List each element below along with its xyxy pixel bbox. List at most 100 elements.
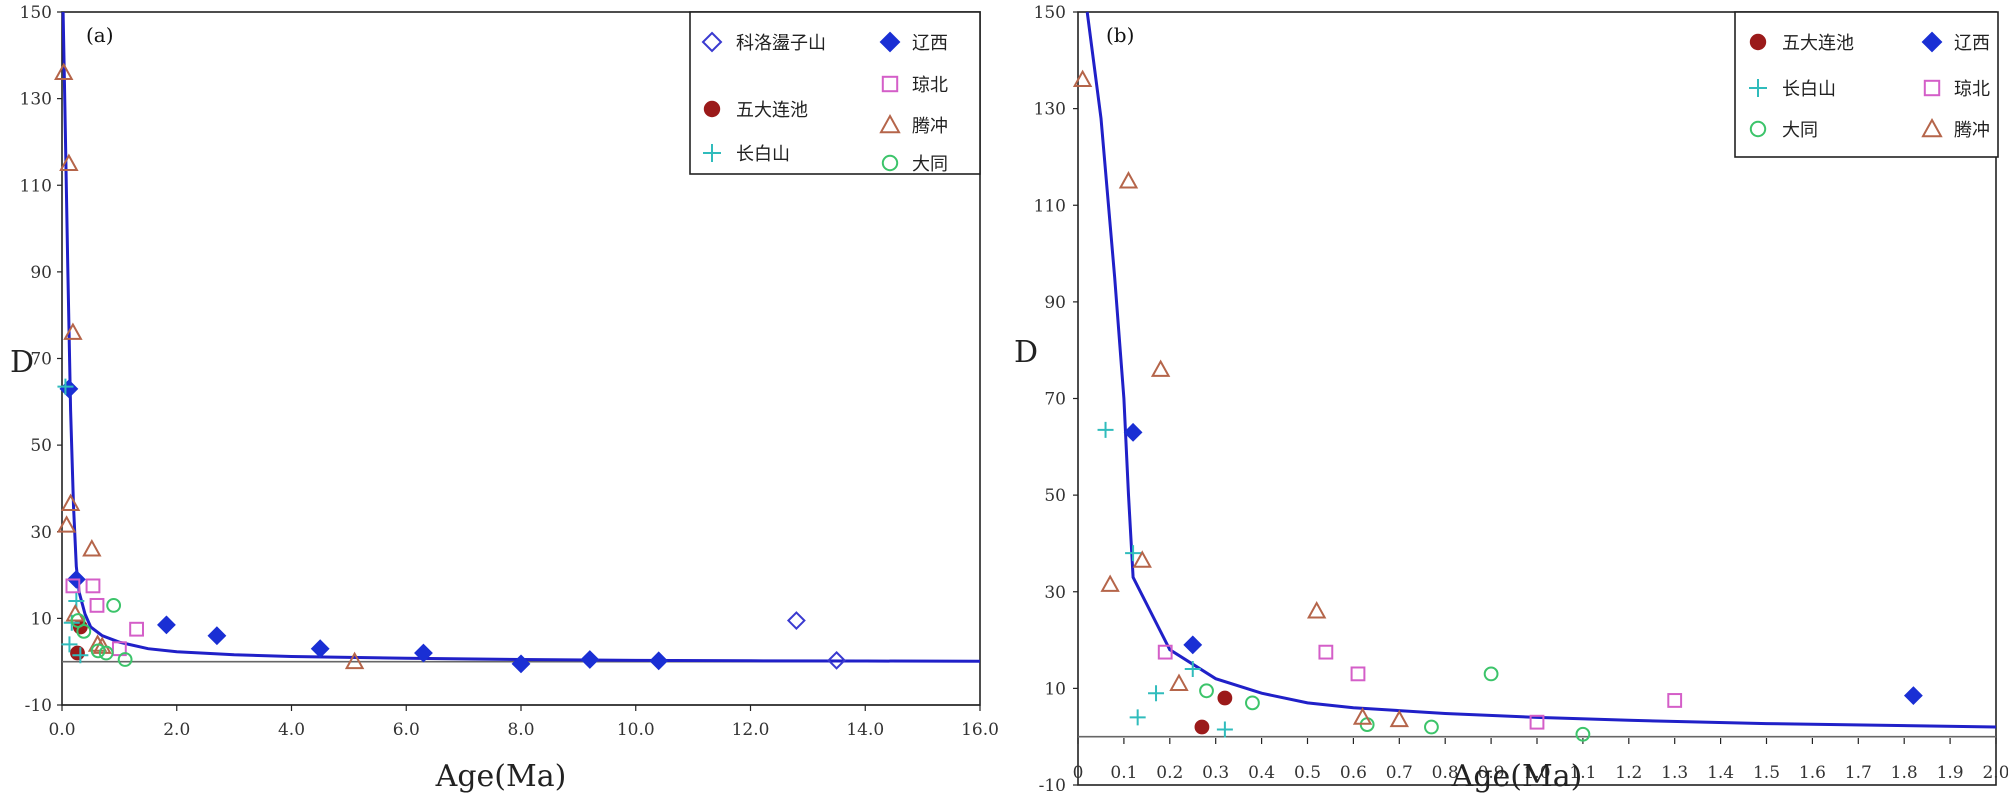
chart-panel-a: -10 10 30 50 70 90 110 130 150 0.0 2.0 4.0 6.0 8.0 10.… xyxy=(10,3,999,794)
data-point xyxy=(57,378,74,395)
legend-marker xyxy=(1923,79,1941,97)
legend-marker xyxy=(1749,79,1767,97)
x-tick-label: 2.0 xyxy=(163,720,190,740)
panel-tag: (b) xyxy=(1106,23,1134,47)
panel-tag: (a) xyxy=(86,23,114,47)
x-tick-label: 0.3 xyxy=(1202,763,1229,783)
y-tick-label: 90 xyxy=(1044,293,1066,313)
y-tick-label: 150 xyxy=(20,3,52,23)
legend-marker xyxy=(703,100,721,118)
y-tick-label: 90 xyxy=(30,263,52,283)
data-point xyxy=(106,597,122,613)
data-point xyxy=(1903,686,1923,706)
data-point xyxy=(1318,644,1334,660)
data-point xyxy=(65,603,85,622)
data-point xyxy=(1150,359,1171,377)
y-tick-label: 30 xyxy=(30,523,52,543)
y-tick-label: 130 xyxy=(1034,100,1066,120)
data-point xyxy=(1157,644,1173,660)
legend-box-b xyxy=(1734,11,1999,158)
x-tick-label: 0.9 xyxy=(1478,763,1505,783)
x-tick-label: 1.2 xyxy=(1615,763,1642,783)
data-point xyxy=(89,597,105,613)
x-tick-label: 1.8 xyxy=(1891,763,1918,783)
data-point xyxy=(649,651,669,671)
x-tick-label: 0.4 xyxy=(1248,763,1275,783)
data-point xyxy=(1072,69,1093,88)
legend-box-a xyxy=(689,11,981,175)
data-point xyxy=(414,643,433,663)
data-point xyxy=(85,578,101,594)
x-tick-label: 12.0 xyxy=(732,720,770,740)
data-point xyxy=(1306,601,1327,619)
y-tick-label: 50 xyxy=(30,436,52,456)
legend-marker xyxy=(1749,120,1767,138)
x-tick-label: 14.0 xyxy=(846,720,884,740)
data-point xyxy=(1424,719,1439,735)
data-point xyxy=(1123,422,1143,442)
x-tick-label: 1.3 xyxy=(1661,763,1688,783)
chart-panel-b: -10 10 30 50 70 90 110 130 150 0 0.1 0.2 0.3 0.4 0.5 0.… xyxy=(1014,3,2008,796)
data-point xyxy=(1389,709,1409,728)
data-point xyxy=(98,645,114,661)
legend-marker xyxy=(703,144,721,162)
data-point xyxy=(310,639,330,659)
y-tick-label: 150 xyxy=(1034,3,1066,23)
data-point xyxy=(1129,709,1146,726)
legend-label: 腾冲 xyxy=(1954,120,1990,141)
legend-label: 大同 xyxy=(1782,120,1818,141)
data-point xyxy=(1194,719,1210,735)
x-tick-label: 0.5 xyxy=(1294,763,1321,783)
x-tick-label: 4.0 xyxy=(278,720,305,740)
legend-marker xyxy=(881,75,899,93)
data-point xyxy=(1667,693,1683,708)
data-point xyxy=(344,651,365,670)
data-point xyxy=(1529,714,1545,730)
data-point xyxy=(207,626,227,646)
data-point xyxy=(54,62,74,81)
legend-marker xyxy=(879,31,901,53)
data-point xyxy=(87,634,108,652)
data-point xyxy=(1245,695,1260,711)
legend-label: 琼北 xyxy=(1954,79,1990,100)
data-point xyxy=(1483,666,1499,682)
data-point xyxy=(1148,685,1165,702)
fitted-curve-b xyxy=(1085,11,1997,729)
x-tick-label: 0 xyxy=(1073,763,1084,783)
y-tick-label: 70 xyxy=(30,350,52,370)
data-point xyxy=(1169,673,1189,691)
legend-marker xyxy=(1921,31,1943,53)
x-tick-label: 1.4 xyxy=(1707,763,1734,783)
x-tick-label: 16.0 xyxy=(961,720,999,740)
data-point xyxy=(129,621,144,637)
legend-marker xyxy=(1749,33,1767,51)
data-point xyxy=(580,650,600,669)
data-point xyxy=(1118,171,1139,189)
x-tick-label: 1.5 xyxy=(1753,763,1780,783)
data-point xyxy=(1097,421,1114,438)
y-tick-label: 110 xyxy=(1034,196,1066,216)
data-point xyxy=(827,650,846,670)
y-axis-label: D xyxy=(10,345,34,380)
x-tick-label: 1.7 xyxy=(1845,763,1872,783)
data-point xyxy=(76,623,92,639)
legend-label: 长白山 xyxy=(1782,79,1836,100)
data-point xyxy=(59,379,79,399)
y-tick-label: 130 xyxy=(20,90,52,110)
data-point xyxy=(70,645,85,661)
data-point xyxy=(1350,666,1366,682)
data-point xyxy=(65,578,81,594)
x-axis-label: Age(Ma) xyxy=(1451,759,1583,794)
legend-label: 琼北 xyxy=(912,75,948,96)
x-tick-label: 0.6 xyxy=(1340,763,1367,783)
legend-label: 腾冲 xyxy=(912,116,948,137)
x-tick-label: 1.9 xyxy=(1937,763,1964,783)
data-point xyxy=(1184,661,1201,678)
legend-marker xyxy=(879,113,901,134)
y-tick-label: 70 xyxy=(1044,390,1066,410)
legend-marker xyxy=(701,31,723,53)
y-tick-label: 30 xyxy=(1044,583,1066,603)
data-point xyxy=(1217,690,1233,706)
x-tick-label: 0.8 xyxy=(1432,763,1459,783)
